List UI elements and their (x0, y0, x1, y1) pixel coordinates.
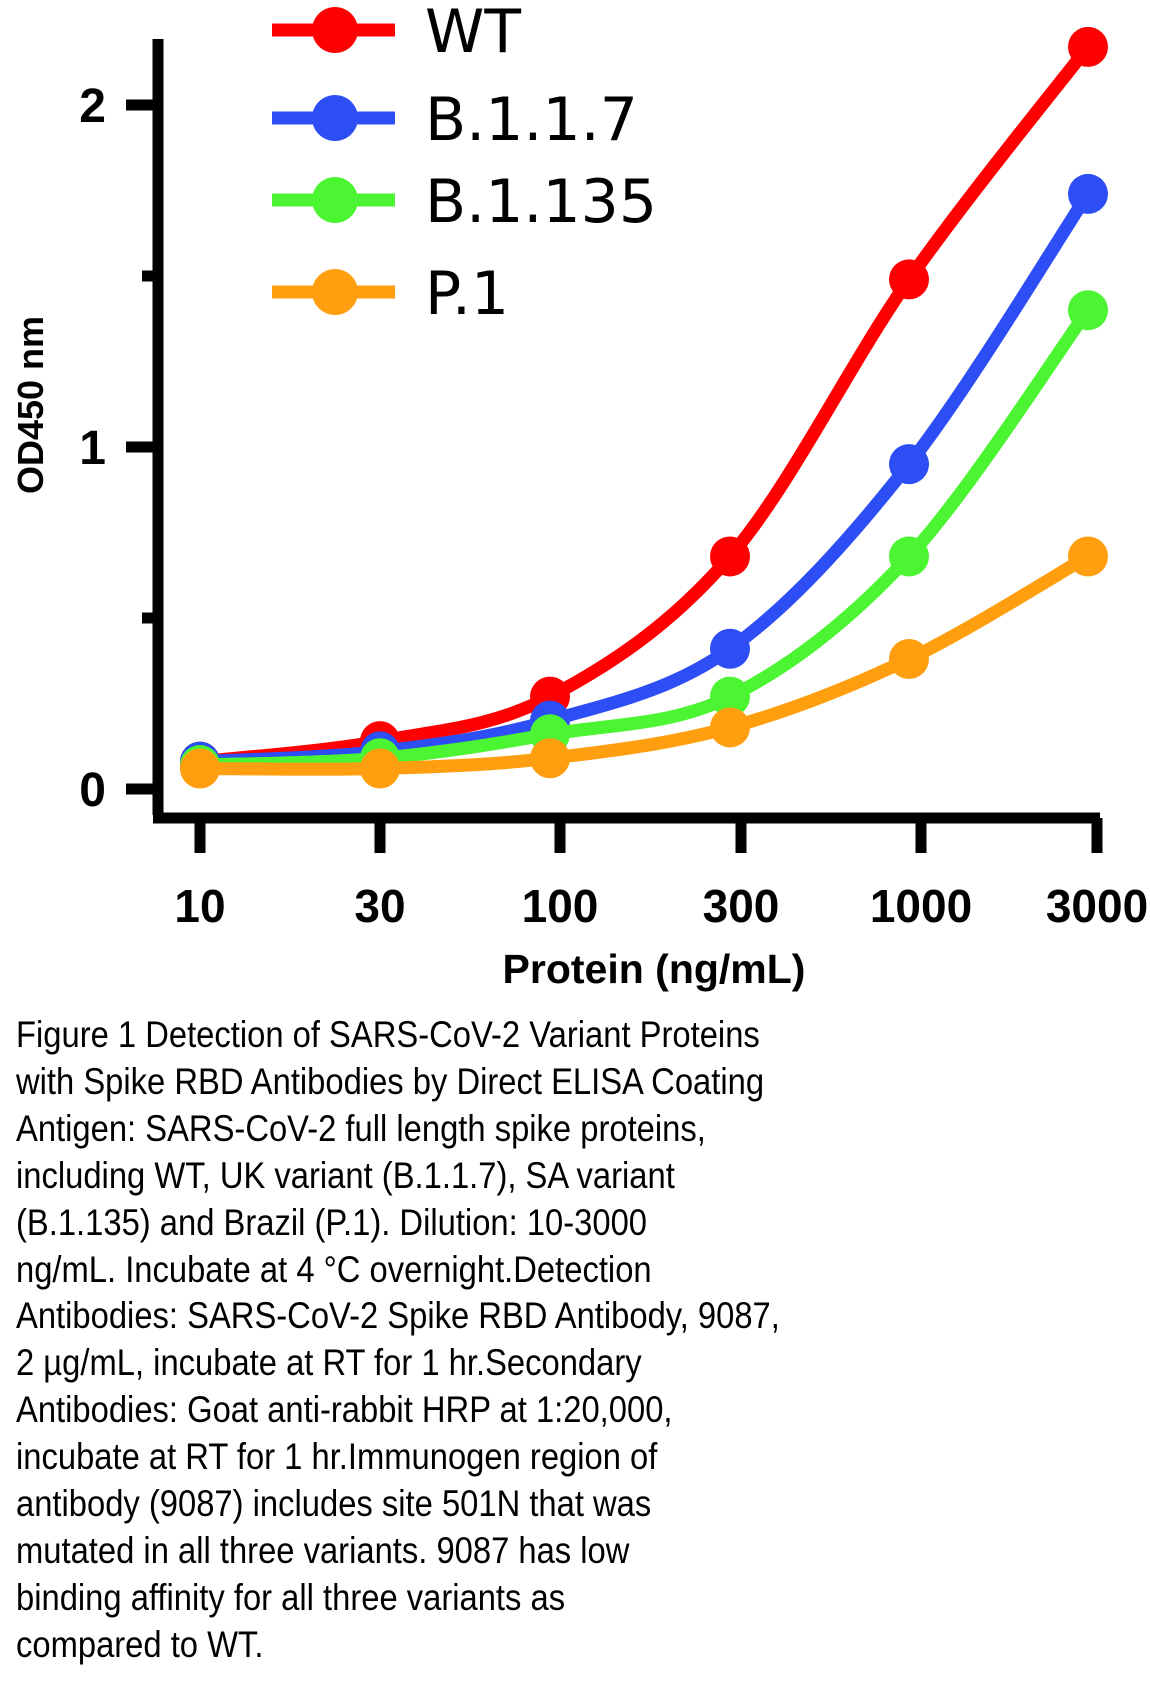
caption-line: including WT, UK variant (B.1.1.7), SA v… (16, 1154, 675, 1196)
caption-line: compared to WT. (16, 1623, 264, 1665)
data-point-p-1-30 (360, 748, 400, 789)
legend-label: B.1.135 (425, 167, 657, 237)
figure-caption: Figure 1 Detection of SARS-CoV-2 Variant… (16, 1012, 1136, 1669)
x-ticks: 10 30 100 300 1000 3000 (174, 818, 1148, 932)
series-line-p-1 (193, 549, 1095, 776)
legend: WT B.1.1.7 B.1.135 P.1 (272, 0, 657, 329)
data-point-p-1-1000 (889, 639, 929, 680)
caption-line: Figure 1 Detection of SARS-CoV-2 Variant… (16, 1014, 760, 1055)
caption-line: mutated in all three variants. 9087 has … (16, 1529, 630, 1571)
legend-label: P.1 (425, 259, 509, 329)
series-b-1-135 (180, 290, 1108, 786)
data-point-b-1-135-1000 (889, 536, 929, 577)
x-tick-label: 1000 (870, 880, 972, 932)
x-tick-label: 3000 (1046, 880, 1148, 932)
caption-line: ng/mL. Incubate at 4 °C overnight.Detect… (16, 1248, 652, 1290)
legend-label: WT (425, 0, 521, 67)
caption-line: binding affinity for all three variants … (16, 1576, 566, 1618)
legend-item-p-1: P.1 (272, 259, 509, 329)
x-tick-label: 300 (703, 880, 780, 932)
x-tick-label: 10 (174, 880, 225, 932)
caption-line: Antibodies: Goat anti-rabbit HRP at 1:20… (16, 1389, 673, 1431)
data-point-b-1-135-3000 (1068, 290, 1108, 331)
legend-label: B.1.1.7 (425, 85, 638, 155)
legend-swatch-marker (312, 269, 358, 315)
data-point-b-1-135-300 (710, 676, 750, 717)
y-tick-label: 2 (79, 80, 106, 133)
elisa-line-chart: 0 1 2 10 30 100 300 1000 3000 WT B.1.1.7 B.1.135 P… (10, 0, 1148, 992)
y-axis-title: OD450 nm (10, 316, 51, 494)
legend-swatch-marker (312, 95, 358, 141)
data-point-p-1-10 (180, 748, 220, 789)
legend-item-b-1-1-7: B.1.1.7 (272, 85, 638, 155)
series-layer (180, 26, 1108, 789)
x-tick-label: 30 (354, 880, 405, 932)
legend-item-b-1-135: B.1.135 (272, 167, 657, 237)
x-axis-title: Protein (ng/mL) (503, 946, 806, 992)
data-point-b-1-1-7-1000 (889, 444, 929, 485)
caption-line: incubate at RT for 1 hr.Immunogen region… (16, 1436, 658, 1478)
legend-swatch-marker (312, 7, 358, 53)
data-point-p-1-100 (530, 738, 570, 779)
caption-line: with Spike RBD Antibodies by Direct ELIS… (16, 1060, 765, 1102)
y-ticks: 0 1 2 (79, 80, 158, 817)
x-tick-label: 100 (522, 880, 599, 932)
series-p-1 (180, 536, 1108, 789)
data-point-b-1-1-7-3000 (1068, 173, 1108, 214)
data-point-wt-300 (710, 536, 750, 577)
axes (152, 39, 1100, 824)
y-tick-label: 0 (79, 764, 106, 817)
data-point-wt-3000 (1068, 26, 1108, 67)
caption-line: Antibodies: SARS-CoV-2 Spike RBD Antibod… (16, 1295, 780, 1337)
data-point-p-1-300 (710, 707, 750, 748)
caption-line: Antigen: SARS-CoV-2 full length spike pr… (16, 1107, 706, 1149)
legend-item-wt: WT (272, 0, 521, 67)
data-point-p-1-3000 (1068, 536, 1108, 577)
caption-line: (B.1.135) and Brazil (P.1). Dilution: 10… (16, 1201, 648, 1243)
series-wt (180, 26, 1108, 782)
caption-line: antibody (9087) includes site 501N that … (16, 1483, 652, 1525)
caption-line: 2 µg/mL, incubate at RT for 1 hr.Seconda… (16, 1342, 642, 1384)
data-point-wt-1000 (889, 259, 929, 300)
y-tick-label: 1 (79, 422, 106, 475)
legend-swatch-marker (312, 177, 358, 223)
data-point-b-1-1-7-300 (710, 628, 750, 669)
